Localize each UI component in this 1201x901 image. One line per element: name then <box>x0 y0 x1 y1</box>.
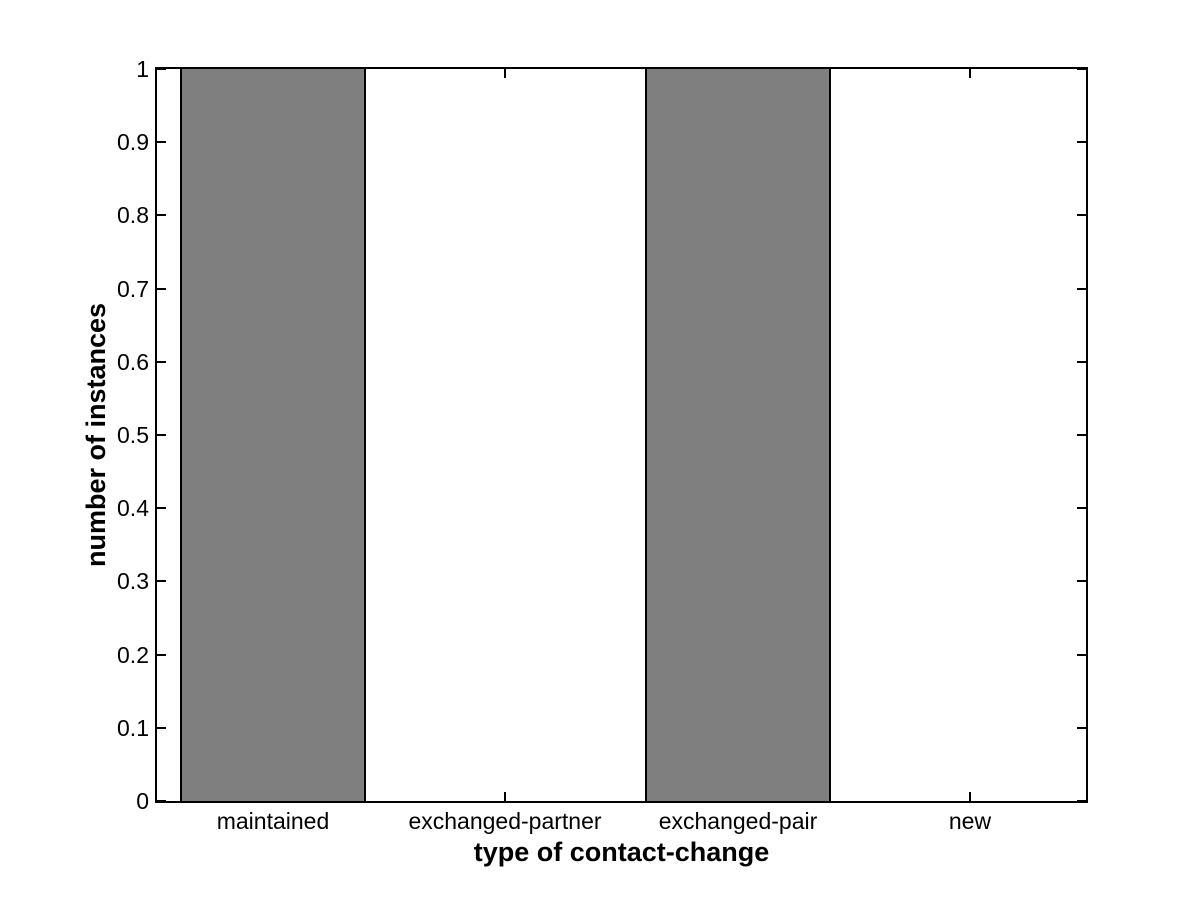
x-axis-label: type of contact-change <box>473 837 770 867</box>
y-tick-left <box>157 727 166 729</box>
y-tick-left <box>157 580 166 582</box>
y-tick-left <box>157 800 166 802</box>
y-tick-label: 0.8 <box>117 202 149 228</box>
y-tick-label: 0 <box>136 788 149 814</box>
y-tick-label: 0.2 <box>117 642 149 668</box>
y-tick-label: 1 <box>136 56 149 82</box>
x-tick-bottom <box>504 792 506 801</box>
x-tick-label-exchanged-partner: exchanged-partner <box>408 808 602 834</box>
plot-area <box>155 67 1088 803</box>
y-tick-right <box>1077 141 1086 143</box>
y-tick-left <box>157 361 166 363</box>
y-tick-right <box>1077 68 1086 70</box>
y-tick-label: 0.6 <box>117 349 149 375</box>
y-tick-left <box>157 141 166 143</box>
y-tick-label: 0.3 <box>117 568 149 594</box>
y-tick-label: 0.4 <box>117 495 149 521</box>
y-tick-left <box>157 288 166 290</box>
y-tick-right <box>1077 580 1086 582</box>
y-tick-label: 0.1 <box>117 715 149 741</box>
x-tick-label-maintained: maintained <box>216 808 330 834</box>
y-tick-right <box>1077 434 1086 436</box>
y-tick-left <box>157 654 166 656</box>
y-tick-right <box>1077 361 1086 363</box>
y-tick-label: 0.7 <box>117 276 149 302</box>
x-tick-label-new: new <box>948 808 992 834</box>
y-tick-right <box>1077 288 1086 290</box>
y-tick-label: 0.5 <box>117 422 149 448</box>
y-tick-label: 0.9 <box>117 129 149 155</box>
x-tick-top <box>969 69 971 78</box>
y-tick-left <box>157 507 166 509</box>
x-tick-label-exchanged-pair: exchanged-pair <box>658 808 818 834</box>
y-tick-right <box>1077 727 1086 729</box>
y-tick-right <box>1077 800 1086 802</box>
y-axis-label: number of instances <box>81 302 111 568</box>
bar-maintained <box>180 67 366 803</box>
y-tick-right <box>1077 214 1086 216</box>
y-tick-left <box>157 68 166 70</box>
y-tick-left <box>157 214 166 216</box>
x-tick-top <box>504 69 506 78</box>
y-tick-right <box>1077 654 1086 656</box>
y-tick-right <box>1077 507 1086 509</box>
bar-exchanged-pair <box>645 67 831 803</box>
x-tick-bottom <box>969 792 971 801</box>
y-tick-left <box>157 434 166 436</box>
